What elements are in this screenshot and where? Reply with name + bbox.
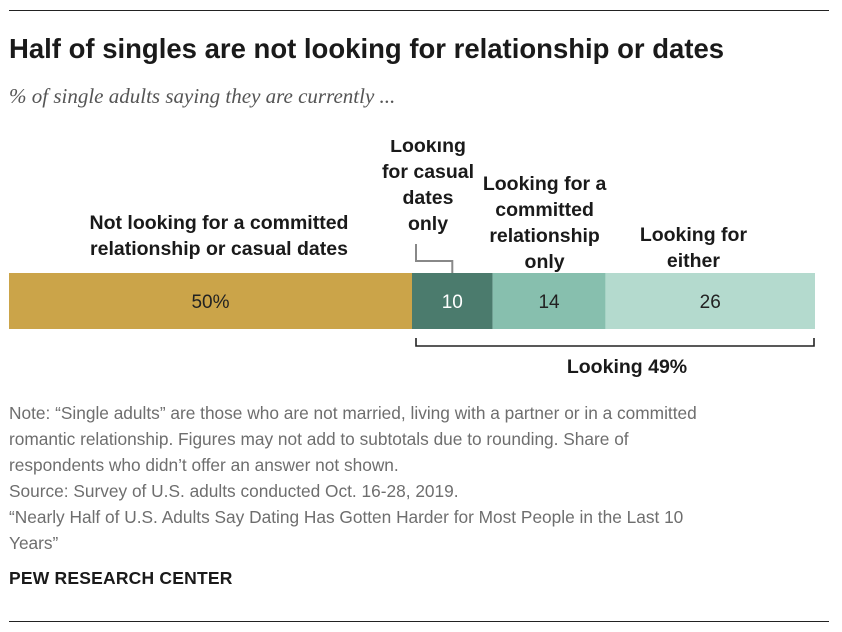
brand-name: PEW RESEARCH CENTER [9,568,233,588]
segment-category-label: dates [403,187,454,209]
note-line: respondents who didn’t offer an answer n… [9,455,399,475]
bottom-rule [9,621,829,622]
bar-value-label: 10 [442,292,463,313]
stacked-bar-chart: 50% Not looking for a committed relationsh… [9,140,815,378]
top-rule [9,10,829,11]
notes-block: Note: “Single adults” are those who are … [9,400,834,556]
segment-category-label: for casual [382,161,474,183]
bar-segment [412,273,493,329]
report-title-line: “Nearly Half of U.S. Adults Say Dating H… [9,507,684,527]
source-line: Source: Survey of U.S. adults conducted … [9,481,459,501]
segment-category-label: only [525,251,565,273]
chart-subtitle: % of single adults saying they are curre… [9,84,396,108]
bar-segment [492,273,606,329]
bar-value-label: 50% [191,292,229,313]
segment-category-label: Not looking for a committed [90,212,349,234]
segment-category-label: committed [495,199,594,221]
segment-category-label: relationship [489,225,600,247]
note-line: romantic relationship. Figures may not a… [9,429,629,449]
note-line: Note: “Single adults” are those who are … [9,403,697,423]
looking-bracket [415,338,815,347]
segment-category-label: Looking for a [483,173,607,195]
segment-category-label: Looking [390,140,466,157]
bar-value-label: 14 [538,292,560,313]
leader-line [415,244,454,273]
chart-title: Half of singles are not looking for rela… [9,33,725,64]
segment-category-label: only [408,213,448,235]
segment-category-label: Looking for [640,224,748,246]
segment-category-label: either [667,250,721,272]
bar-segment [9,273,412,329]
segment-category-label: relationship or casual dates [90,238,348,260]
bar-segment [605,273,815,329]
report-title-line: Years” [9,533,59,553]
bar-value-label: 26 [700,292,721,313]
bracket-label: Looking 49% [567,356,687,378]
